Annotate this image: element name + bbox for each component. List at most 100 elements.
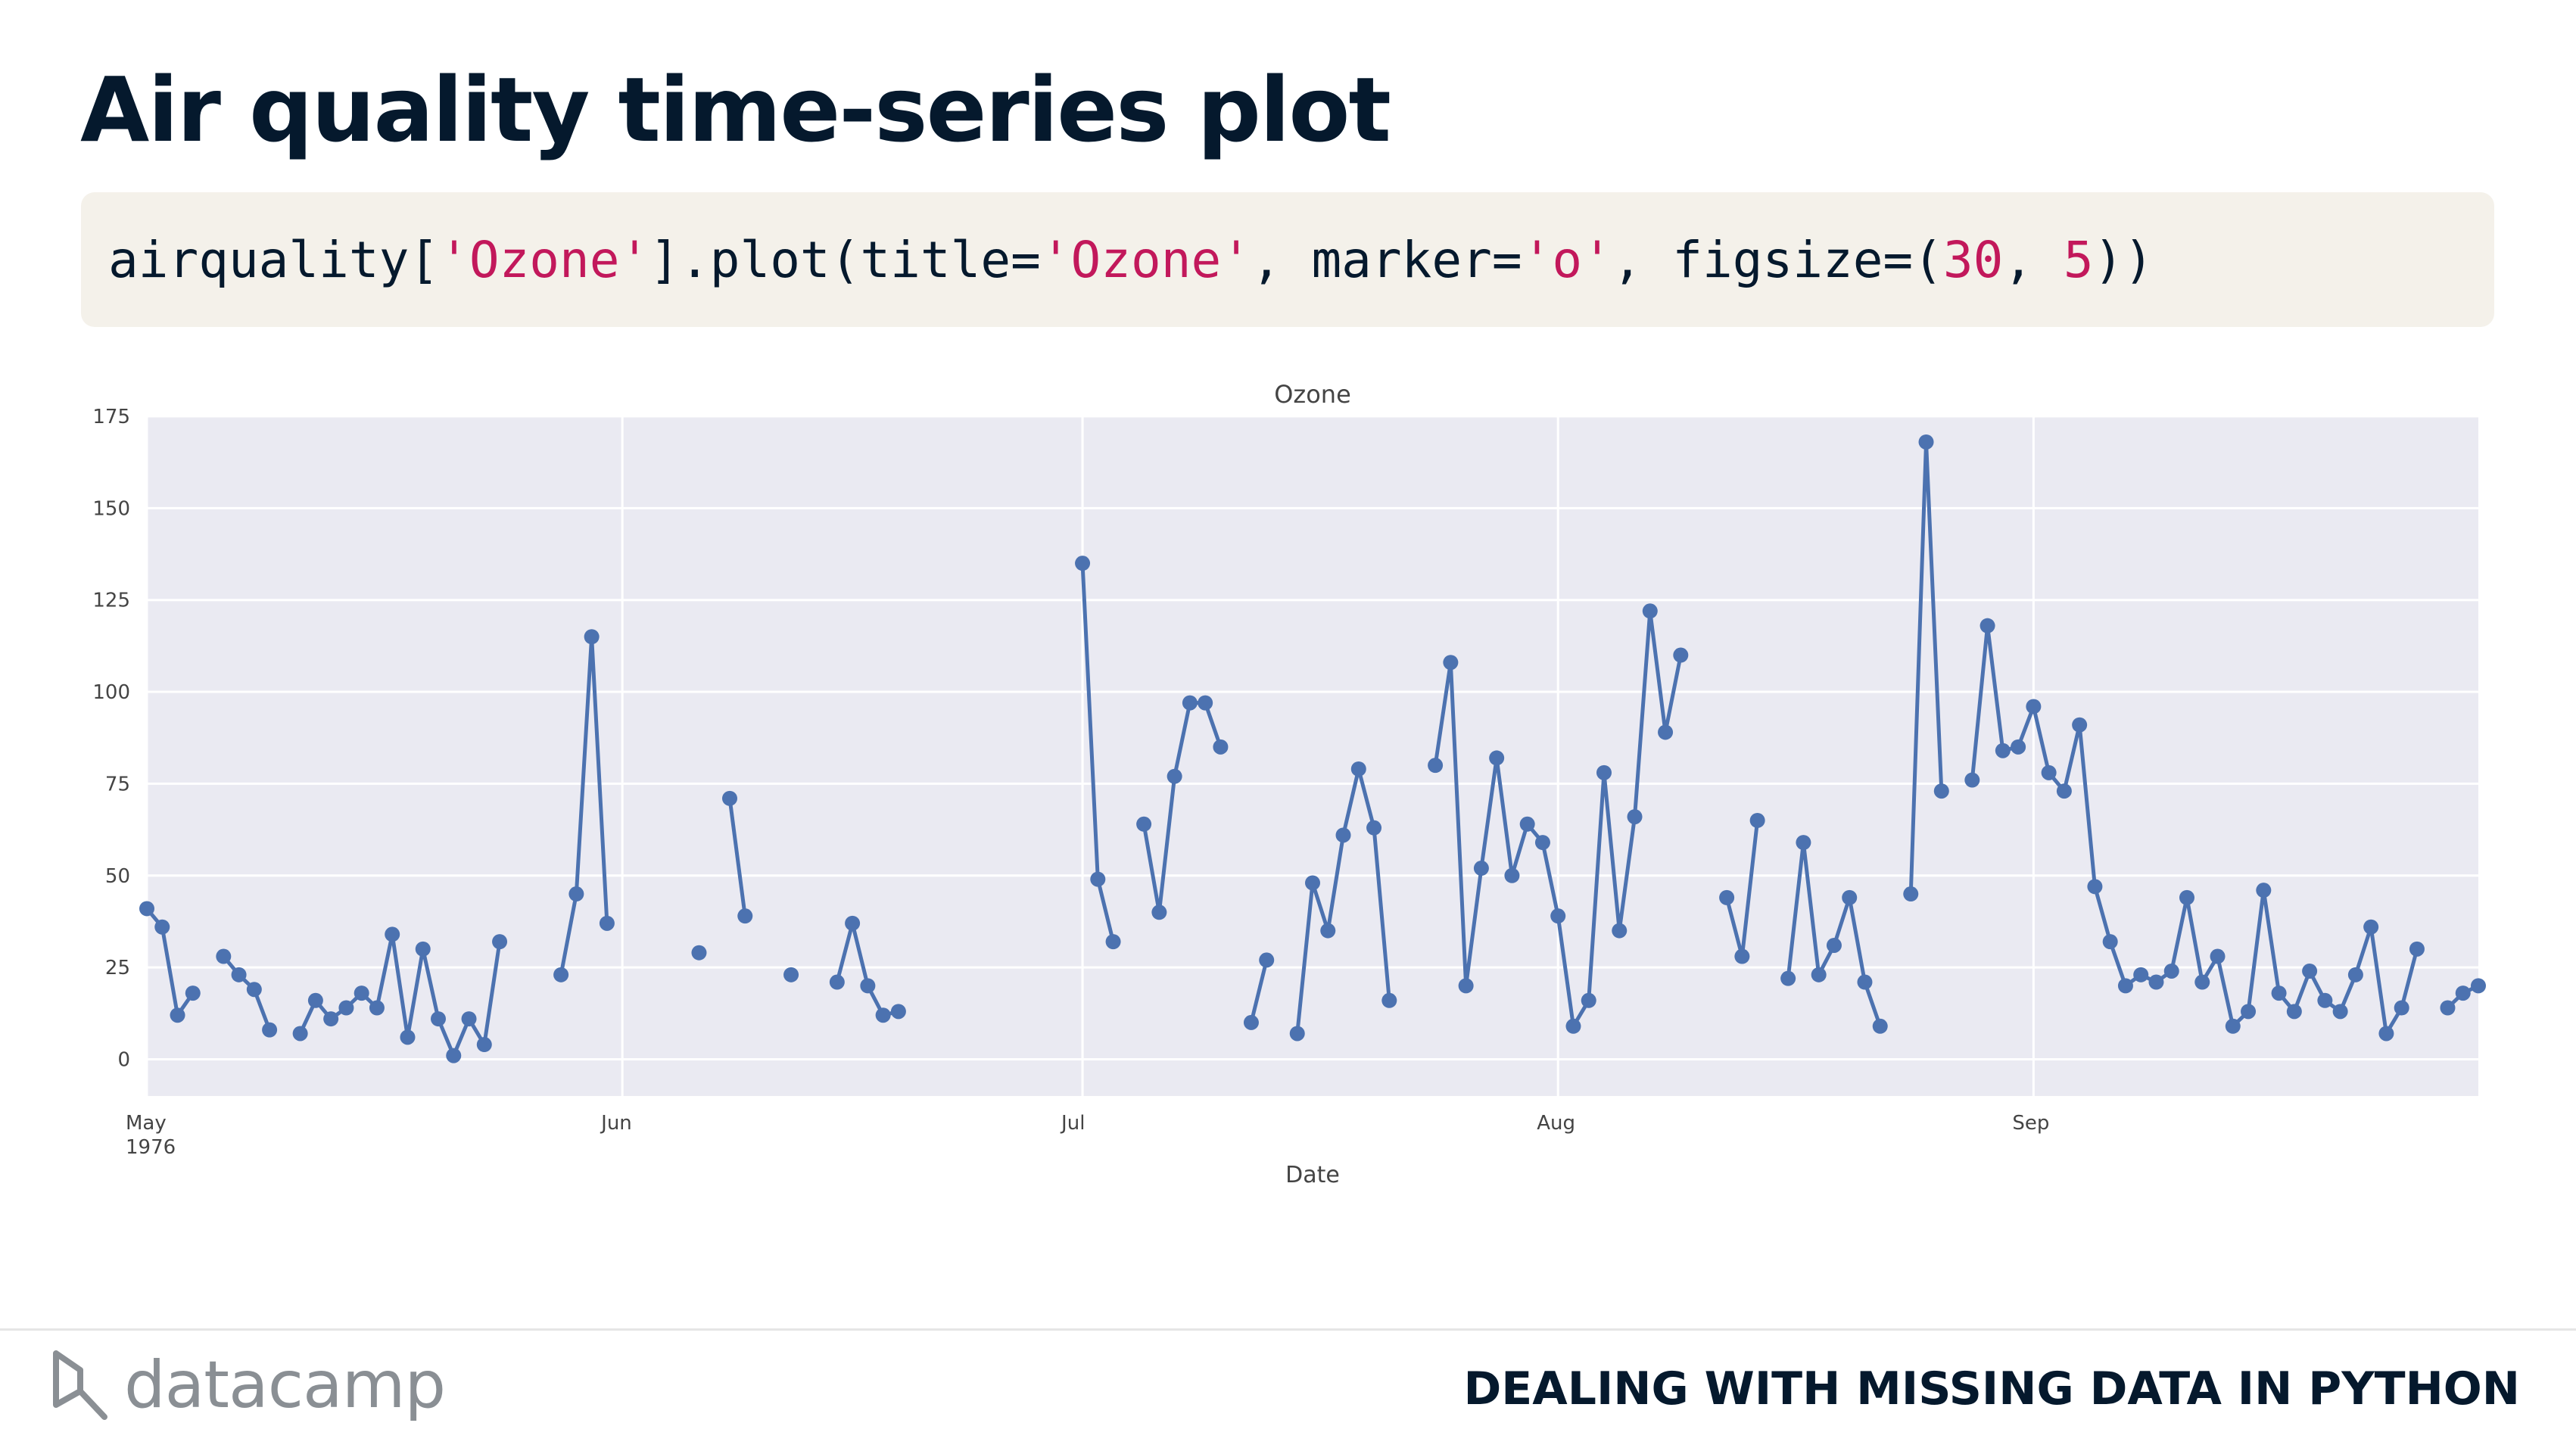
data-point	[1534, 835, 1550, 851]
data-point	[2133, 967, 2149, 982]
code-token: airquality[	[108, 230, 440, 289]
data-point	[737, 908, 753, 924]
data-point	[476, 1037, 492, 1053]
data-point	[584, 629, 600, 645]
data-point	[1918, 434, 1934, 450]
data-point	[1673, 647, 1689, 663]
data-point	[1428, 758, 1444, 774]
data-point	[1811, 967, 1827, 982]
series-line	[1142, 701, 1223, 914]
data-point	[492, 934, 508, 950]
data-point	[154, 919, 170, 935]
data-point	[323, 1011, 339, 1027]
data-point	[2256, 883, 2272, 898]
y-tick-label: 50	[105, 865, 130, 888]
data-point	[2072, 717, 2088, 733]
data-point	[1627, 809, 1643, 825]
data-point	[231, 967, 247, 982]
code-string: 'o'	[1522, 230, 1612, 289]
data-point	[1749, 812, 1765, 828]
code-block: airquality['Ozone'].plot(title= 'Ozone', …	[81, 192, 2494, 327]
data-point	[139, 901, 154, 917]
data-point	[246, 982, 262, 998]
data-point	[1350, 761, 1366, 777]
data-point	[2409, 941, 2425, 957]
data-point	[722, 790, 737, 806]
code-token: , figsize=(	[1612, 230, 1943, 289]
data-point	[1612, 923, 1628, 939]
data-point	[599, 915, 615, 931]
data-point	[845, 915, 861, 931]
data-point	[2302, 963, 2318, 979]
data-point	[1458, 978, 1474, 994]
data-point	[1857, 974, 1873, 990]
data-point	[1565, 1018, 1581, 1034]
ozone-chart: 0 25 50 75 100 125 150 175 May 1976 Jun Jul Aug Sep O…	[0, 356, 2576, 1211]
data-point	[415, 941, 431, 957]
y-tick-label: 125	[92, 590, 130, 612]
data-point	[2148, 974, 2164, 990]
data-point	[1734, 948, 1750, 964]
data-point	[1519, 816, 1535, 832]
data-point	[1136, 816, 1152, 832]
data-point	[400, 1029, 416, 1045]
data-point	[2347, 967, 2363, 982]
grid-lines	[145, 415, 2478, 1096]
data-point	[1826, 937, 1842, 953]
course-title: DEALING WITH MISSING DATA IN PYTHON	[1463, 1362, 2521, 1415]
data-point	[2163, 963, 2179, 979]
data-point	[385, 926, 400, 942]
data-point	[2317, 992, 2333, 1008]
data-point	[2440, 1000, 2456, 1016]
code-number: 5	[2063, 230, 2094, 289]
data-point	[1289, 1026, 1305, 1042]
data-point	[216, 948, 232, 964]
data-point	[1167, 768, 1182, 784]
data-point	[875, 1007, 891, 1023]
data-point	[2271, 985, 2287, 1001]
y-tick-label: 75	[105, 773, 130, 796]
x-tick-label: Jul	[1060, 1112, 1085, 1135]
data-point	[262, 1022, 278, 1038]
footer-divider	[0, 1328, 2576, 1331]
data-point	[170, 1007, 185, 1023]
data-point	[2011, 739, 2026, 755]
data-point	[1075, 556, 1091, 571]
y-tick-label: 175	[92, 406, 130, 428]
y-tick-label: 25	[105, 957, 130, 979]
data-point	[1780, 970, 1796, 986]
x-tick-label: Sep	[2012, 1112, 2049, 1135]
data-point	[1596, 764, 1612, 780]
data-point	[1335, 827, 1351, 843]
data-point	[1872, 1018, 1888, 1034]
x-tick-label: Jun	[600, 1112, 632, 1135]
data-point	[1243, 1014, 1259, 1030]
data-point	[1320, 923, 1336, 939]
data-point	[2471, 978, 2486, 994]
data-point	[1151, 905, 1167, 920]
data-point	[2087, 879, 2103, 895]
data-point	[2363, 919, 2379, 935]
data-point	[292, 1026, 308, 1042]
x-tick-sublabel: 1976	[126, 1136, 176, 1159]
data-point	[568, 886, 584, 902]
y-tick-label: 100	[92, 681, 130, 704]
code-token: ].plot(title=	[649, 230, 1041, 289]
data-point	[1090, 871, 1106, 887]
code-token: , marker=	[1251, 230, 1522, 289]
data-point	[307, 992, 323, 1008]
y-tick-label: 150	[92, 497, 130, 520]
data-point	[2378, 1026, 2394, 1042]
code-token: ))	[2093, 230, 2154, 289]
data-point	[2332, 1004, 2348, 1020]
data-point	[2179, 889, 2194, 905]
data-point	[1658, 724, 1674, 740]
code-string: 'Ozone'	[1040, 230, 1251, 289]
data-point	[1842, 889, 1858, 905]
chart-title: Ozone	[1274, 380, 1351, 409]
data-point	[691, 945, 707, 961]
data-point	[1489, 750, 1505, 766]
plot-area	[147, 416, 2478, 1096]
data-point	[1259, 952, 1275, 968]
